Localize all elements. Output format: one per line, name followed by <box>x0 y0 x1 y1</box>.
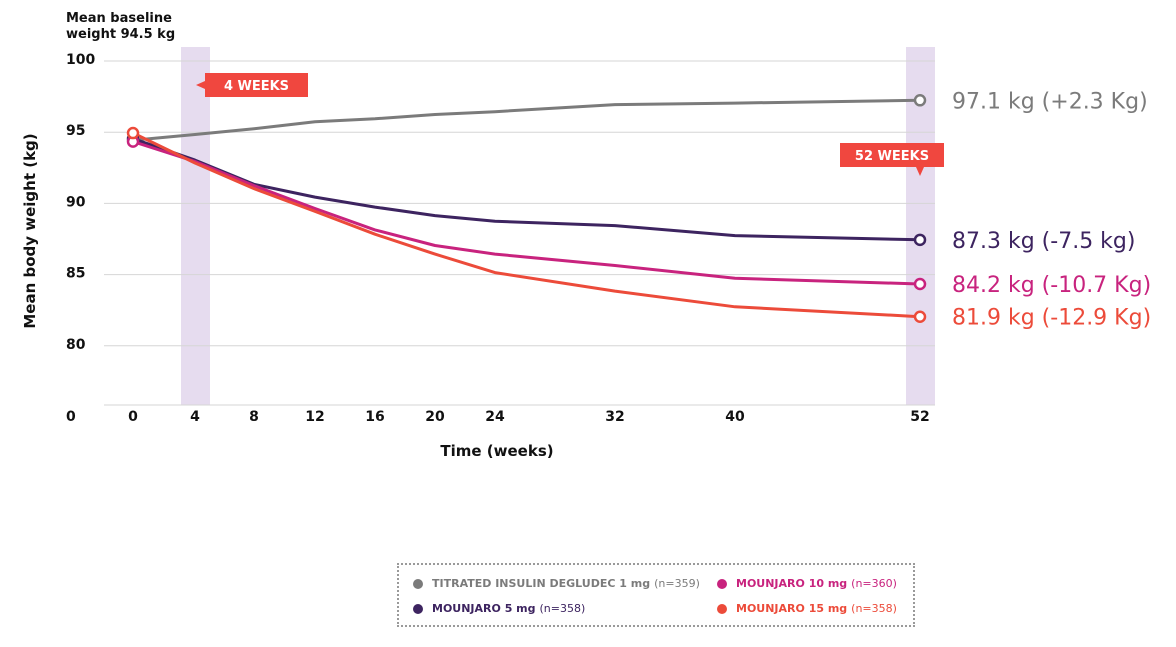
y-tick-label: 100 <box>66 52 95 68</box>
legend-label: MOUNJARO 10 mg <box>736 577 848 590</box>
end-value-label: 84.2 kg (-10.7 Kg) <box>952 273 1151 298</box>
legend-label: TITRATED INSULIN DEGLUDEC 1 mg <box>432 577 651 590</box>
y-axis-label: Mean body weight (kg) <box>21 133 39 328</box>
y-tick-label: 95 <box>66 123 85 139</box>
legend-label: MOUNJARO 15 mg <box>736 602 848 615</box>
legend-item-mounjaro-5: MOUNJARO 5 mg (n=358) <box>413 602 585 615</box>
callout-label: 52 WEEKS <box>855 149 929 164</box>
highlight-band <box>181 47 210 405</box>
legend-item-mounjaro-10: MOUNJARO 10 mg (n=360) <box>717 577 897 590</box>
y-tick-label: 80 <box>66 337 86 353</box>
legend-count: (n=358) <box>539 602 586 615</box>
legend-item-mounjaro-15: MOUNJARO 15 mg (n=358) <box>717 602 897 615</box>
legend-count: (n=360) <box>851 577 897 590</box>
callout-box <box>196 73 308 97</box>
callout-label: 4 WEEKS <box>224 79 289 94</box>
legend-count: (n=359) <box>654 577 700 590</box>
x-tick-label: 16 <box>365 409 384 425</box>
end-point <box>913 310 927 323</box>
series-line <box>131 137 922 242</box>
x-tick-label: 0 <box>128 409 138 425</box>
y-tick-label: 90 <box>66 194 86 210</box>
callout-box <box>840 143 944 176</box>
end-point <box>913 277 927 291</box>
legend-dot-icon <box>717 578 727 589</box>
legend: TITRATED INSULIN DEGLUDEC 1 mg (n=359) M… <box>397 563 915 627</box>
end-point <box>913 94 927 107</box>
legend-count: (n=358) <box>851 602 897 615</box>
x-tick-label: 8 <box>249 409 259 425</box>
end-value-label: 81.9 kg (-12.9 Kg) <box>952 306 1151 331</box>
legend-label: MOUNJARO 5 mg <box>432 602 536 615</box>
x-tick-label: 32 <box>605 409 624 425</box>
end-value-label: 87.3 kg (-7.5 kg) <box>952 229 1135 254</box>
legend-dot-icon <box>717 603 727 614</box>
end-point <box>913 233 927 247</box>
legend-item-degludec: TITRATED INSULIN DEGLUDEC 1 mg (n=359) <box>413 577 700 590</box>
x-tick-label: 4 <box>190 409 200 425</box>
chart-title-line1: Mean baseline <box>66 11 172 26</box>
legend-dot-icon <box>413 603 423 614</box>
x-axis-label: Time (weeks) <box>440 442 553 460</box>
legend-dot-icon <box>413 578 423 589</box>
y-tick-label: 85 <box>66 266 85 282</box>
x-tick-label: 20 <box>425 409 445 425</box>
series-line <box>131 98 922 142</box>
end-value-label: 97.1 kg (+2.3 Kg) <box>952 89 1148 114</box>
y-tick-label-zero: 0 <box>66 409 76 425</box>
x-tick-label: 12 <box>305 409 324 425</box>
chart-title-line2: weight 94.5 kg <box>66 27 175 42</box>
series-line <box>131 140 922 286</box>
x-tick-label: 24 <box>485 409 505 425</box>
x-tick-label: 40 <box>725 409 745 425</box>
x-tick-label: 52 <box>910 409 929 425</box>
series-line <box>131 131 922 319</box>
start-point <box>126 126 140 140</box>
